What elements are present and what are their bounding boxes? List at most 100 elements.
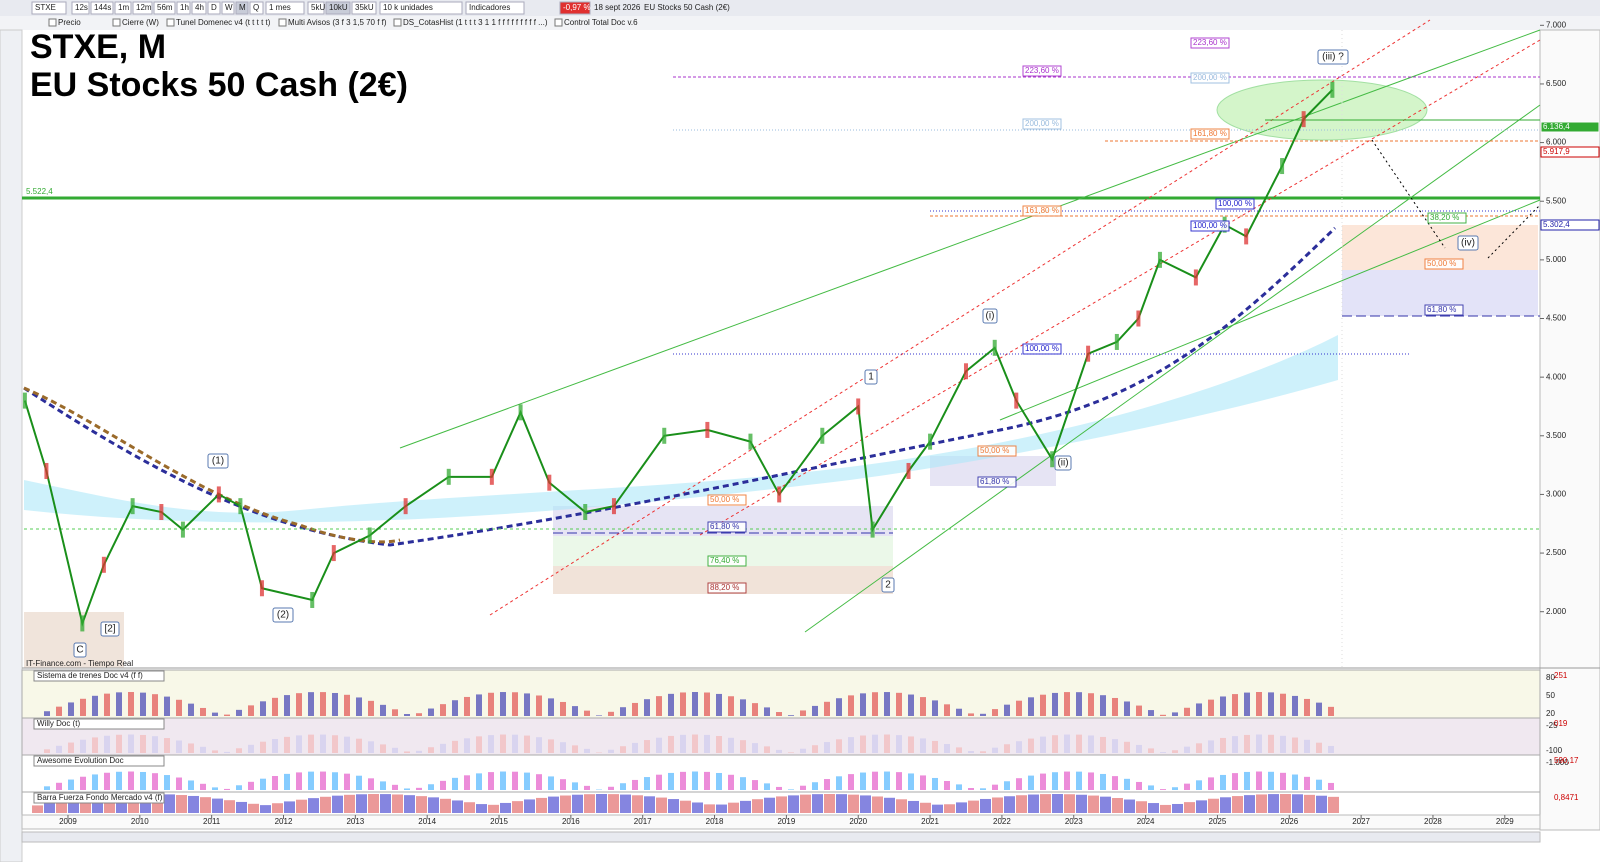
panel-bar [1292,738,1298,753]
x-tick-label: 2019 [777,817,795,826]
date: 18 sept 2026 [594,3,641,12]
panel-bar [884,772,890,790]
panel-bar [452,700,458,716]
study-label[interactable]: Control Total Doc v.6 [564,18,638,27]
study-label[interactable]: Precio [58,18,81,27]
panel-bar [320,735,326,753]
study-checkbox[interactable] [555,19,562,26]
study-checkbox[interactable] [49,19,56,26]
panel-bar [896,693,902,716]
panel-bar [764,707,770,716]
panel-bar [848,737,854,753]
panel-bar [152,736,158,753]
panel-bar [236,748,242,753]
candle [332,545,336,561]
study-label[interactable]: Cierre (W) [122,18,159,27]
timeframe-button-label[interactable]: 12s [75,3,88,12]
panel-bar [1328,797,1339,813]
x-tick-label: 2024 [1137,817,1155,826]
units-button-label[interactable]: 35kU [355,3,374,12]
panel-bar [428,747,434,753]
panel-bar [704,804,715,813]
units-button-label[interactable]: 10kU [329,3,348,12]
panel-bar [1268,794,1279,813]
indicators-menu-label[interactable]: Indicadores [469,3,510,12]
study-checkbox[interactable] [113,19,120,26]
panel-bar [164,738,170,753]
panel-bar [452,778,458,790]
timeframe-button-label[interactable]: Q [253,3,259,12]
study-checkbox[interactable] [394,19,401,26]
panel-bar [884,735,890,753]
timeframe-button-label[interactable]: 4h [195,3,204,12]
scrollbar[interactable] [22,832,1540,842]
panel-bar [1196,780,1202,790]
panel-bar [1124,701,1130,716]
panel-bar [1304,795,1315,813]
units-button-label[interactable]: 5kU [311,3,325,12]
panel-bar [524,693,530,716]
study-label[interactable]: DS_CotasHist (1 t t t 3 1 1 f f f f f f … [403,18,548,27]
timeframe-button-label[interactable]: 1h [180,3,189,12]
panel-bar [1220,797,1231,813]
timeframe-button-label[interactable]: 12m [136,3,152,12]
panel-bar [1052,735,1058,753]
panel-bar [1040,695,1046,716]
panel-bar [272,698,278,716]
source: IT-Finance.com - Tiempo Real [26,659,133,668]
symbol-select-label[interactable]: STXE [35,3,56,12]
panel-bar [188,743,194,753]
candle [131,498,135,514]
panel-bar [1016,741,1022,753]
panel-bar [596,715,602,716]
candle [181,522,185,538]
panel-bar [416,751,422,753]
panel-bar [836,794,847,813]
panel-bar [968,713,974,716]
units-menu-label[interactable]: 10 k unidades [383,3,433,12]
candle [368,527,372,543]
study-label[interactable]: Tunel Domenec v4 (t t t t t) [176,18,271,27]
study-label[interactable]: Multi Avisos (3 f 3 1,5 70 f f) [288,18,387,27]
study-checkbox[interactable] [279,19,286,26]
panel-bar [1064,692,1070,716]
candle [447,469,451,485]
x-tick-label: 2016 [562,817,580,826]
panel-bar [428,784,434,790]
panel-bar [1232,694,1238,716]
timeframe-button-label[interactable]: D [211,3,217,12]
panel-bar [1064,794,1075,813]
panel-title: Awesome Evolution Doc [37,756,124,765]
panel-bar [1328,783,1334,790]
panel-bar [440,704,446,716]
panel-bar [980,799,991,813]
timeframe-button-label[interactable]: M [239,3,246,12]
timeframe-button-label[interactable]: W [225,3,233,12]
timeframe-button-label[interactable]: 144s [94,3,111,12]
panel-bar [1196,800,1207,813]
panel-bar [152,694,158,716]
panel-bar [128,735,134,753]
fib-label: 61,80 % [710,522,739,531]
panel-bar [920,775,926,790]
panel-bar [392,794,403,813]
x-tick-label: 2012 [275,817,293,826]
x-tick-label: 2025 [1209,817,1227,826]
panel-bar [392,748,398,753]
study-checkbox[interactable] [167,19,174,26]
panel-bar [1244,772,1250,790]
panel-bar [1208,700,1214,716]
panel-bar [920,803,931,813]
x-tick-label: 2011 [203,817,221,826]
timeframe-button-label[interactable]: 1m [118,3,129,12]
panel-bar [1196,703,1202,716]
period-select-label[interactable]: 1 mes [269,3,291,12]
left-toolbar [0,30,22,862]
candle [612,498,616,514]
change-label[interactable]: -0,97 % [563,3,591,12]
timeframe-button-label[interactable]: 56m [157,3,173,12]
candle [1158,252,1162,268]
panel-bar [824,742,830,753]
y-tick-label: 7.000 [1546,20,1567,29]
panel-bar [356,776,362,790]
